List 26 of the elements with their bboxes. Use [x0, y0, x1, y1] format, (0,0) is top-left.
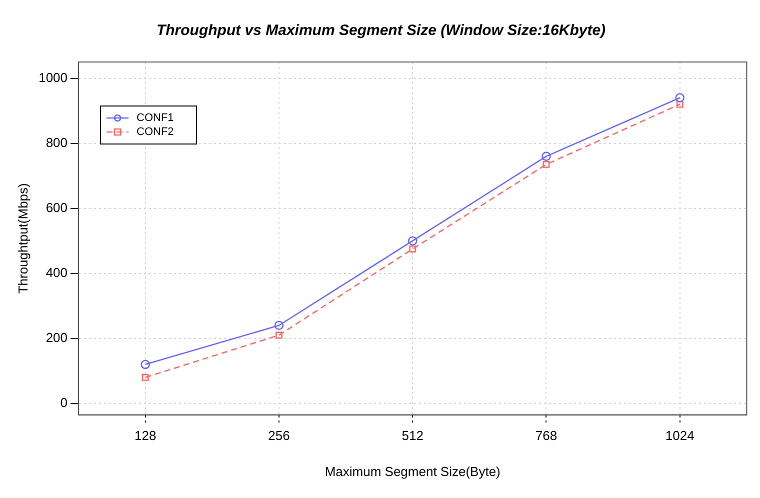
- x-tick-label: 256: [268, 428, 290, 444]
- point: [408, 236, 418, 246]
- point: [676, 100, 684, 108]
- legend-label: CONF1: [136, 112, 174, 124]
- y-tick-label: 0: [60, 394, 68, 410]
- x-tick-label: 1024: [665, 428, 694, 444]
- point: [409, 245, 416, 252]
- y-tick-label: 800: [46, 134, 68, 150]
- y-tick-label: 200: [46, 330, 68, 345]
- y-tick-label: 400: [46, 264, 68, 280]
- y-tick-label: 1000: [38, 70, 68, 85]
- point: [542, 160, 550, 168]
- y-tick-label: 600: [46, 200, 68, 215]
- x-axis-title: Maximum Segment Size(Byte): [324, 464, 500, 479]
- chart-title: Throughput vs Maximum Segment Size (Window Size:16Kbyte): [156, 22, 606, 40]
- point: [675, 93, 685, 102]
- x-tick-label: 768: [535, 428, 558, 444]
- legend-label: CONF2: [136, 126, 174, 138]
- y-axis-title: Throughtput(Mbps): [15, 183, 30, 294]
- x-tick-label: 128: [134, 428, 156, 444]
- x-tick-label: 512: [402, 428, 424, 444]
- point: [274, 320, 284, 330]
- point: [275, 332, 282, 339]
- point: [542, 152, 551, 161]
- point: [140, 360, 150, 370]
- point: [142, 374, 149, 381]
